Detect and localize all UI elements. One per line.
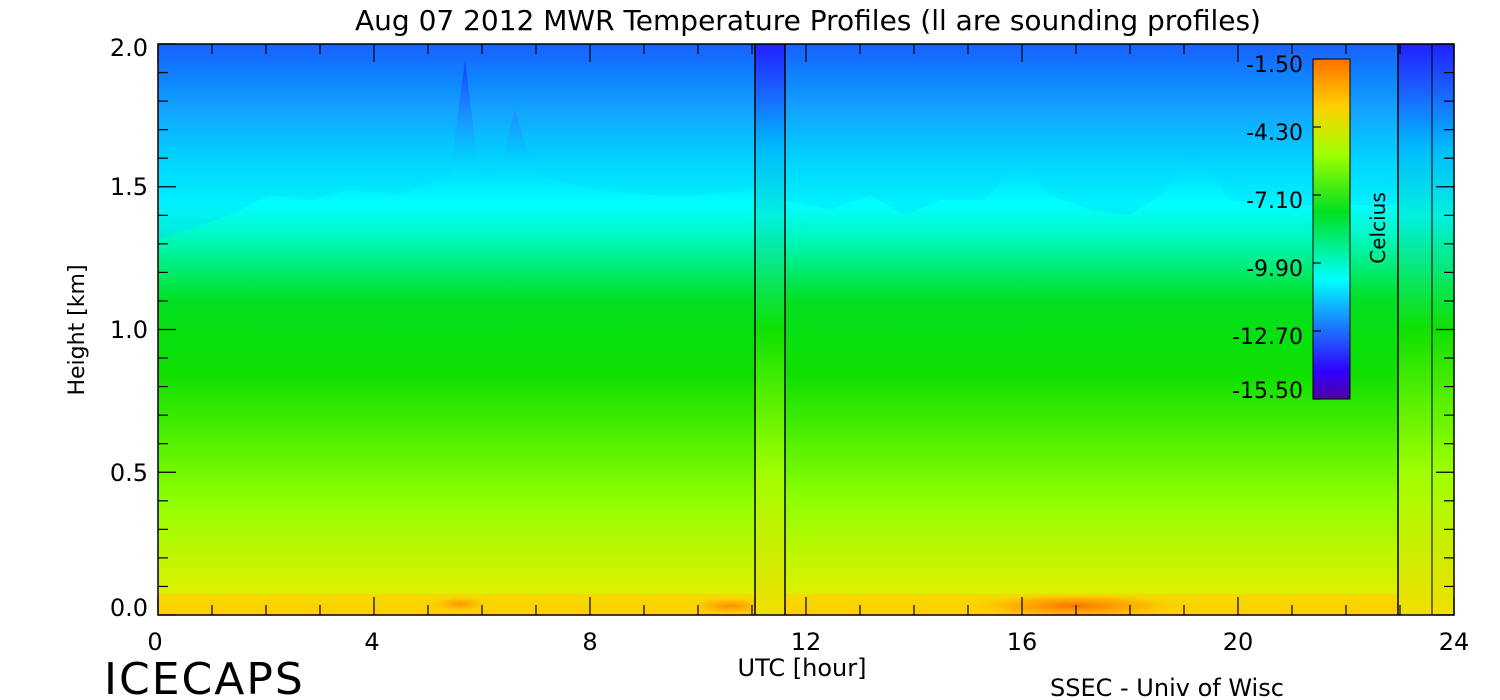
y-tick-label: 0.0 [110,594,148,622]
colorbar-ticks [1313,58,1321,400]
colorbar-label: Celcius [1366,192,1390,263]
colorbar-tick-label: -4.30 [1246,121,1303,146]
x-tick-label: 20 [1223,628,1254,656]
y-axis-label: Height [km] [65,264,90,395]
footer-credit: SSEC - Univ of Wisc [1050,674,1284,700]
y-tick-label: 2.0 [110,34,148,62]
y-tick-labels: 0.0 0.5 1.0 1.5 2.0 [110,34,148,622]
colorbar-tick-labels: -1.50 -4.30 -7.10 -9.90 -12.70 -15.50 [1232,53,1303,404]
x-tick-label: 16 [1007,628,1038,656]
x-tick-label: 12 [791,628,822,656]
y-tick-label: 1.0 [110,316,148,344]
chart-title: Aug 07 2012 MWR Temperature Profiles (ll… [355,4,1261,37]
y-tick-label: 1.5 [110,173,148,201]
x-axis-label: UTC [hour] [738,654,867,682]
y-axis-ticks [158,43,1454,616]
footer-logo-text: ICECAPS [104,654,305,700]
x-tick-label: 0 [147,628,162,656]
colorbar-tick-label: -12.70 [1232,325,1303,350]
x-axis-ticks [157,44,1455,615]
heatmap-field [158,44,1454,615]
x-tick-labels: 0 4 8 12 16 20 24 [147,628,1469,656]
x-tick-label: 4 [364,628,379,656]
colorbar-tick-label: -7.10 [1246,189,1303,214]
colorbar-tick-label: -9.90 [1246,257,1303,282]
x-tick-label: 24 [1439,628,1470,656]
y-tick-label: 0.5 [110,459,148,487]
colorbar [1312,58,1351,400]
x-tick-label: 8 [582,628,597,656]
colorbar-tick-label: -15.50 [1232,379,1303,404]
colorbar-tick-label: -1.50 [1246,53,1303,78]
